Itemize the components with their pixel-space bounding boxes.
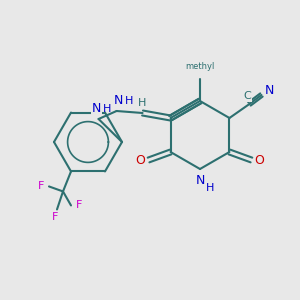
Text: methyl: methyl [185,62,215,71]
Text: F: F [38,182,44,191]
Text: H: H [103,104,111,114]
Text: H: H [138,98,147,108]
Text: C: C [244,91,251,101]
Text: F: F [76,200,82,210]
Text: H: H [206,183,214,193]
Text: N: N [92,103,101,116]
Text: F: F [52,212,58,222]
Text: N: N [195,175,205,188]
Text: O: O [254,154,264,166]
Text: O: O [136,154,146,166]
Text: N: N [114,94,123,107]
Text: H: H [124,96,133,106]
Text: N: N [265,85,274,98]
